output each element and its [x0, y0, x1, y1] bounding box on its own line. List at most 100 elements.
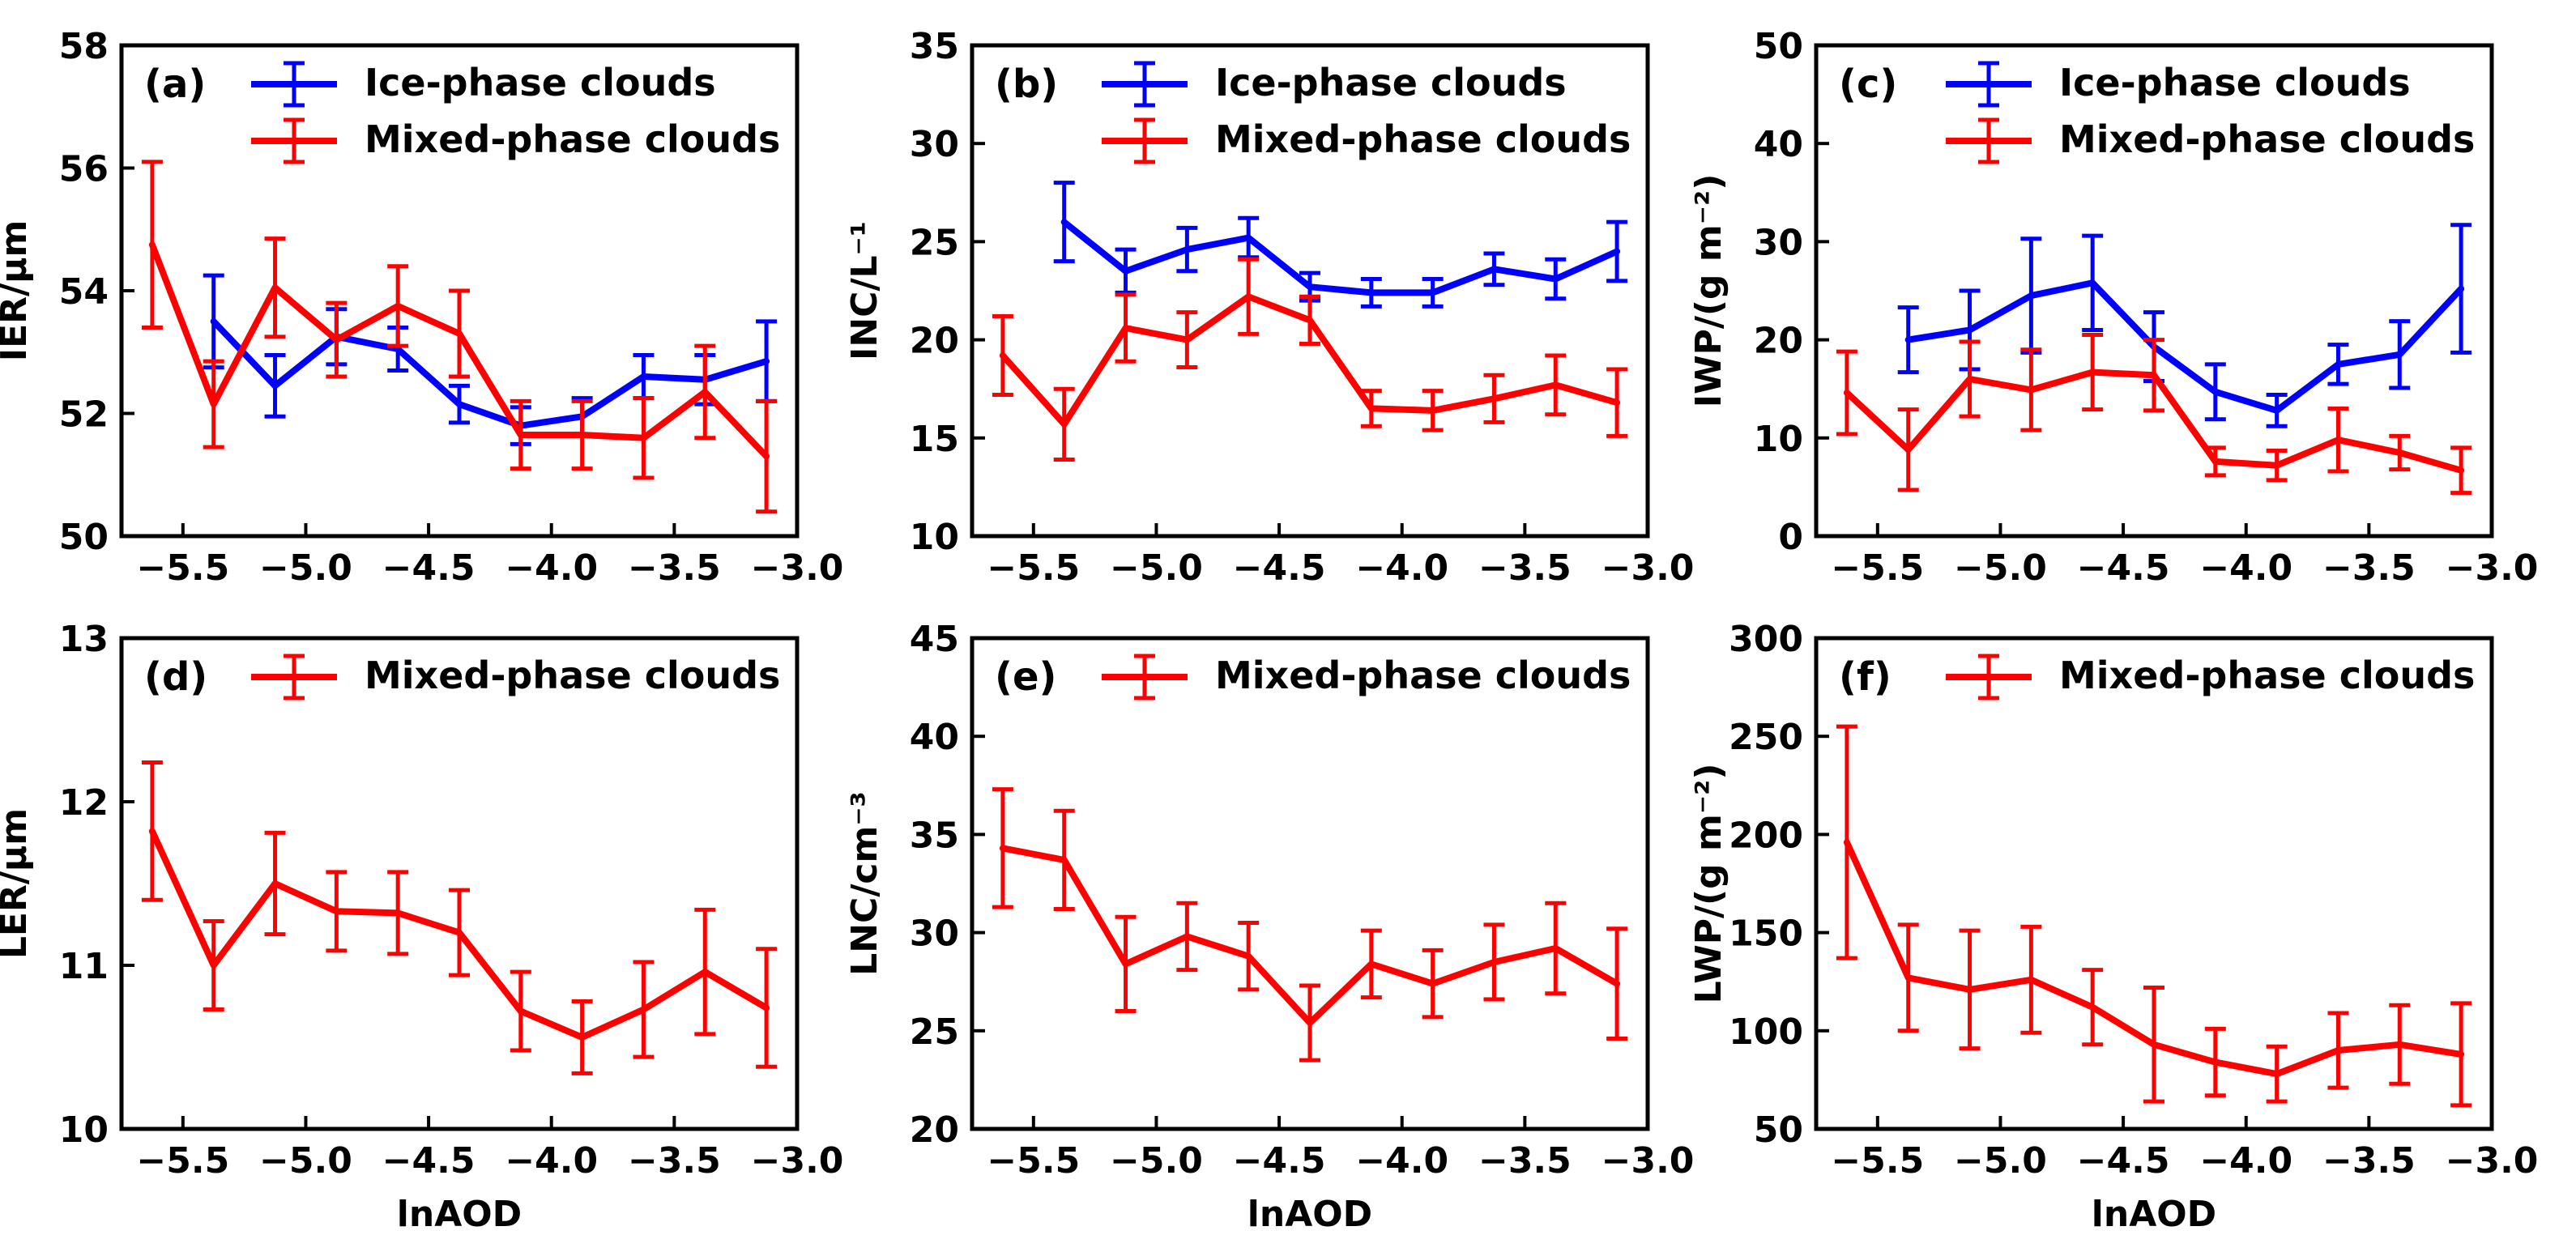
series-mixed-phase-clouds [1836, 333, 2472, 496]
series-line [1843, 368, 2465, 474]
y-axis-label: IER/μm [0, 220, 35, 362]
x-tick-label: −3.5 [1478, 1140, 1572, 1182]
legend: Mixed-phase clouds [251, 654, 780, 701]
legend-label: Ice-phase clouds [1215, 61, 1567, 104]
plot-frame [119, 636, 800, 1131]
x-tick-label: −4.0 [505, 547, 598, 589]
x-tick-label: −5.0 [1954, 1140, 2047, 1182]
panel-label: (c) [1839, 62, 1897, 107]
plot-frame [1814, 43, 2494, 539]
panel-d: −5.5 −5.0 −4.5 −4.0 −3.5 −3.0 10 11 12 13 (d) Mixed… [0, 619, 843, 1235]
x-tick-label: −3.0 [2446, 1140, 2539, 1182]
y-tick-label: 30 [910, 124, 959, 165]
x-tick-label: −3.0 [751, 547, 844, 589]
x-tick-label: −5.5 [136, 547, 229, 589]
legend-label: Mixed-phase clouds [365, 654, 780, 697]
y-tick-label: 200 [1729, 815, 1803, 856]
x-tick-label: −5.0 [259, 547, 352, 589]
panel-label: (b) [995, 62, 1058, 107]
y-tick-label: 54 [59, 271, 109, 313]
x-tick-label: −4.0 [2199, 547, 2292, 589]
x-tick-label: −4.0 [2199, 1140, 2292, 1182]
legend: Mixed-phase clouds [1946, 654, 2475, 701]
legend: Ice-phase clouds Mixed-phase clouds [1102, 61, 1631, 164]
panel-b: −5.5 −5.0 −4.5 −4.0 −3.5 −3.0 10 15 20 25 30 35 (b) I… [844, 26, 1694, 589]
panel-a: −5.5 −5.0 −4.5 −4.0 −3.5 −3.0 50 52 54 56 58 (a) Ice… [0, 26, 843, 589]
series-line [210, 317, 770, 429]
x-tick-label: −3.5 [628, 1140, 721, 1182]
x-tick-label: −4.5 [1233, 1140, 1326, 1182]
y-axis-label: LNC/cm⁻³ [844, 791, 885, 976]
series-ice-phase-clouds [1053, 181, 1628, 309]
panel-c: −5.5 −5.0 −4.5 −4.0 −3.5 −3.0 0 10 20 30 40 50 (c) Ic… [1688, 26, 2538, 589]
y-tick-label: 30 [910, 913, 959, 955]
plot-frame [119, 43, 800, 539]
x-tick-label: −3.0 [1601, 1140, 1695, 1182]
x-tick-label: −3.5 [2322, 1140, 2416, 1182]
legend-label: Mixed-phase clouds [2059, 117, 2475, 161]
y-tick-label: 56 [59, 149, 109, 190]
legend: Ice-phase clouds Mixed-phase clouds [251, 61, 780, 164]
y-tick-label: 0 [1778, 517, 1803, 558]
legend-label: Ice-phase clouds [365, 61, 716, 104]
x-tick-label: −4.5 [2077, 547, 2170, 589]
y-tick-label: 35 [910, 26, 959, 67]
x-tick-label: −3.0 [2446, 547, 2539, 589]
legend-label: Mixed-phase clouds [1215, 654, 1631, 697]
x-tick-label: −3.5 [2322, 547, 2416, 589]
y-axis-label: LER/μm [0, 808, 35, 959]
legend-label: Mixed-phase clouds [365, 117, 780, 161]
series-line [1843, 839, 2465, 1078]
series-ice-phase-clouds [1897, 223, 2472, 428]
y-tick-label: 58 [59, 26, 109, 67]
series-line [999, 293, 1621, 428]
x-tick-label: −4.0 [505, 1140, 598, 1182]
y-tick-label: 20 [910, 1109, 959, 1151]
y-axis-label: INC/L⁻¹ [844, 221, 885, 360]
panel-label: (e) [995, 654, 1056, 700]
x-tick-label: −4.0 [1355, 1140, 1448, 1182]
y-tick-label: 300 [1729, 619, 1803, 660]
x-tick-label: −5.5 [1831, 547, 1924, 589]
y-tick-label: 20 [910, 321, 959, 362]
x-tick-label: −4.5 [2077, 1140, 2170, 1182]
legend: Mixed-phase clouds [1102, 654, 1631, 701]
y-tick-label: 20 [1754, 321, 1803, 362]
y-axis-label: LWP/(g m⁻²) [1688, 764, 1729, 1004]
y-tick-label: 10 [1754, 419, 1803, 460]
panel-label: (d) [144, 654, 207, 700]
y-tick-label: 25 [910, 1011, 959, 1053]
x-tick-label: −4.0 [1355, 547, 1448, 589]
series-mixed-phase-clouds [1836, 724, 2472, 1108]
panel-e: −5.5 −5.0 −4.5 −4.0 −3.5 −3.0 20 25 30 35 40 45 (e) M… [844, 619, 1694, 1235]
series-line [999, 845, 1621, 1027]
y-tick-label: 40 [1754, 124, 1803, 165]
x-axis-label: lnAOD [2092, 1194, 2216, 1235]
y-tick-label: 250 [1729, 717, 1803, 758]
legend-label: Mixed-phase clouds [2059, 654, 2475, 697]
y-tick-label: 15 [910, 419, 959, 460]
y-tick-label: 50 [1754, 1109, 1803, 1151]
legend-label: Ice-phase clouds [2059, 61, 2411, 104]
series-mixed-phase-clouds [992, 787, 1628, 1063]
x-tick-label: −4.5 [1233, 547, 1326, 589]
series-line [148, 828, 770, 1041]
y-tick-label: 45 [910, 619, 959, 660]
x-tick-label: −3.5 [628, 547, 721, 589]
legend-label: Mixed-phase clouds [1215, 117, 1631, 161]
y-tick-label: 10 [910, 517, 959, 558]
series-line [1060, 219, 1621, 296]
y-tick-label: 13 [59, 619, 109, 660]
series-mixed-phase-clouds [141, 760, 778, 1075]
x-tick-label: −5.5 [987, 547, 1080, 589]
y-tick-label: 50 [59, 517, 109, 558]
series-line [1904, 279, 2465, 414]
plot-frame [970, 636, 1650, 1131]
x-tick-label: −5.0 [1954, 547, 2047, 589]
y-tick-label: 25 [910, 222, 959, 263]
y-tick-label: 150 [1729, 913, 1803, 955]
x-tick-label: −5.0 [1110, 1140, 1203, 1182]
y-tick-label: 30 [1754, 222, 1803, 263]
y-tick-label: 50 [1754, 26, 1803, 67]
y-tick-label: 12 [59, 782, 109, 824]
